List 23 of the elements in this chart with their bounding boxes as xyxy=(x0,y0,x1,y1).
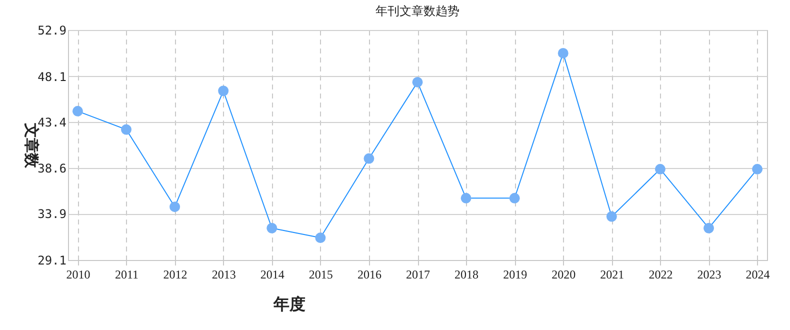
y-tick-label: 33.9 xyxy=(38,207,66,222)
x-tick-label: 2015 xyxy=(308,268,333,282)
y-tick-label: 43.4 xyxy=(38,115,66,130)
x-tick-label: 2017 xyxy=(406,268,430,282)
x-axis-title: 年度 xyxy=(272,294,306,314)
x-tick-label: 2022 xyxy=(648,268,673,282)
x-tick-label: 2019 xyxy=(503,268,528,282)
x-tick-label: 2011 xyxy=(114,268,139,282)
x-tick-label: 2023 xyxy=(697,268,722,282)
y-tick-label: 52.9 xyxy=(38,24,66,38)
x-tick-label: 2021 xyxy=(600,268,624,282)
x-tick-label: 2016 xyxy=(357,268,382,282)
x-tick-label: 2013 xyxy=(212,268,236,282)
y-tick-label: 29.1 xyxy=(38,254,66,268)
x-tick-label: 2024 xyxy=(746,268,770,282)
chart-title: 年刊文章数趋势 xyxy=(376,4,460,18)
x-tick-label: 2014 xyxy=(260,268,284,282)
x-tick-label: 2010 xyxy=(66,268,90,282)
y-tick-label: 48.1 xyxy=(38,70,66,84)
y-tick-label: 38.6 xyxy=(38,162,66,176)
x-tick-label: 2012 xyxy=(163,268,188,282)
x-tick-label: 2020 xyxy=(552,268,576,282)
x-tick-label: 2018 xyxy=(454,268,479,282)
